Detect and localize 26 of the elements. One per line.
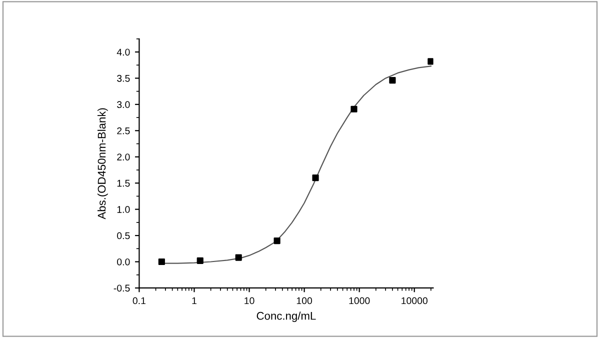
y-tick-label: 3.0 bbox=[117, 101, 130, 108]
y-tick-label: 0.0 bbox=[117, 258, 130, 266]
y-tick-label: 2.0 bbox=[117, 154, 130, 160]
x-tick-label: 100 bbox=[296, 297, 312, 304]
point bbox=[350, 106, 358, 112]
x-tick-label: 10000 bbox=[402, 297, 428, 304]
y-tick-label: 0.5 bbox=[117, 232, 130, 240]
point bbox=[196, 257, 204, 264]
point bbox=[428, 58, 434, 65]
y-tick-label: 1.5 bbox=[117, 180, 130, 187]
y-tick-label: -0.5 bbox=[114, 284, 130, 292]
point bbox=[312, 174, 319, 182]
y-tick-label: 4.0 bbox=[116, 48, 130, 56]
point bbox=[235, 254, 242, 261]
x-tick-label: 10 bbox=[244, 297, 254, 304]
x-tick-label: 0.1 bbox=[132, 297, 146, 304]
x-tick-label: 1000 bbox=[349, 297, 370, 304]
y-tick-label: 3.5 bbox=[117, 74, 130, 82]
x-tick-label: 1 bbox=[192, 297, 196, 304]
y-tick-label: 2.5 bbox=[117, 127, 130, 134]
point bbox=[389, 77, 396, 84]
y-axis-title: Abs.(OD450nm-Blank) bbox=[98, 108, 108, 220]
x-axis-title: Conc.ng/mL bbox=[256, 312, 316, 322]
point bbox=[274, 237, 280, 244]
point bbox=[158, 258, 165, 266]
y-tick-label: 1.0 bbox=[117, 206, 130, 213]
